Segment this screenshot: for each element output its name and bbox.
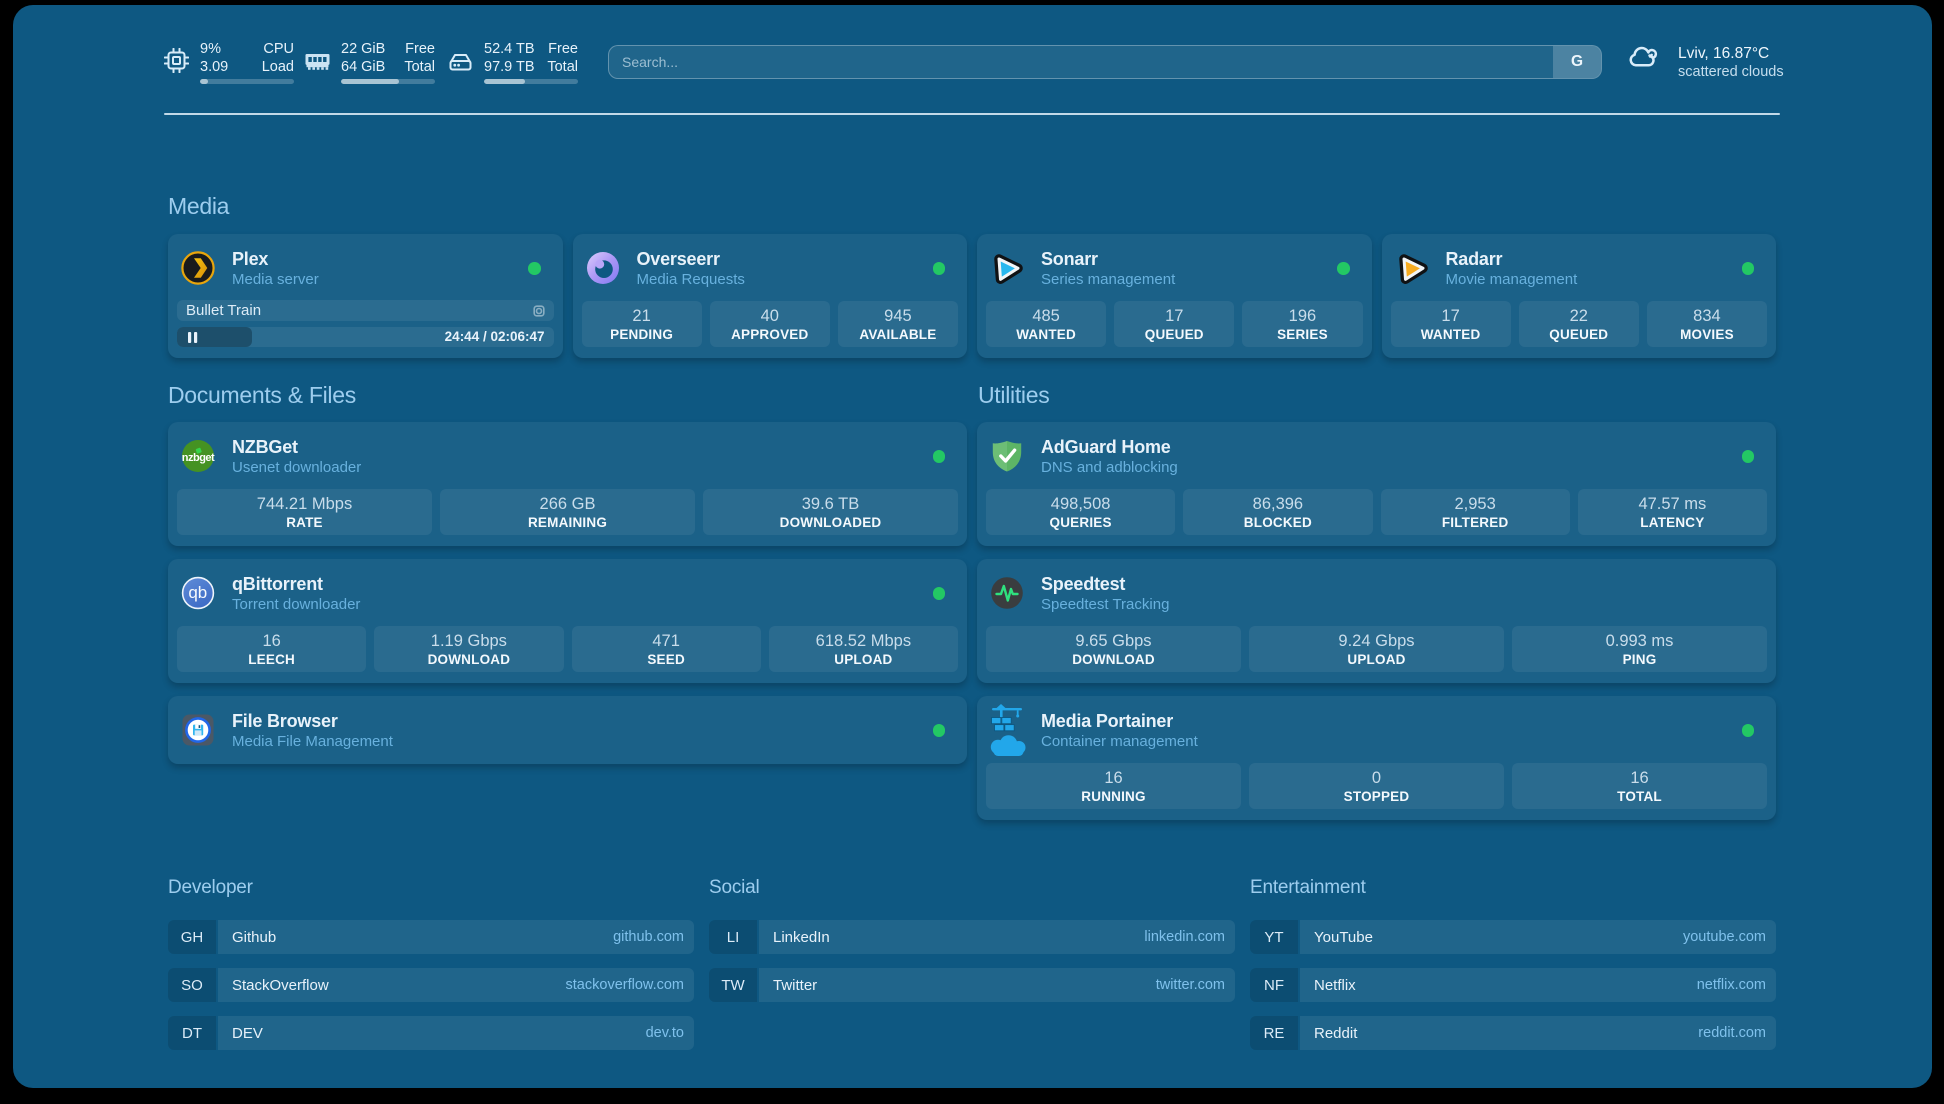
svg-text:nzbget: nzbget: [182, 452, 215, 464]
svg-text:qb: qb: [188, 583, 207, 602]
